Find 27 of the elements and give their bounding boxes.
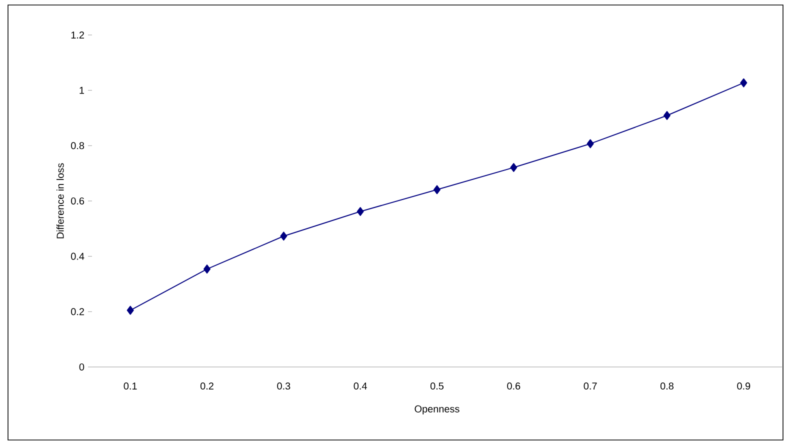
point: [586, 139, 594, 148]
point: [280, 232, 288, 241]
point: [204, 264, 211, 274]
y-axis-title: Difference in loss: [56, 163, 64, 238]
x-tick-label: 0.8: [660, 382, 674, 390]
y-tick-label: 1.2: [71, 32, 84, 38]
x-tick-label: 0.6: [507, 382, 520, 390]
point: [510, 163, 518, 172]
x-tick-label: 0.2: [200, 382, 214, 390]
x-tick-label: 0.7: [584, 382, 597, 390]
point: [740, 78, 748, 88]
x-tick-label: 0.1: [124, 382, 137, 390]
x-tick-label: 0.9: [737, 382, 750, 390]
point: [434, 185, 441, 194]
y-tick-label: 0.2: [71, 308, 84, 316]
x-tick-label: 0.5: [430, 382, 444, 390]
y-tick-label: 0: [79, 363, 84, 371]
point: [356, 206, 364, 216]
x-axis-title: Openness: [414, 405, 460, 414]
point: [664, 110, 670, 120]
point: [126, 306, 134, 315]
x-tick-label: 0.4: [354, 382, 367, 390]
y-tick-label: 1: [80, 86, 84, 94]
y-tick-label: 0.6: [71, 197, 84, 205]
y-tick-label: 0.8: [71, 142, 84, 150]
y-tick-label: 0.4: [71, 252, 84, 260]
x-tick-label: 0.3: [277, 382, 290, 390]
